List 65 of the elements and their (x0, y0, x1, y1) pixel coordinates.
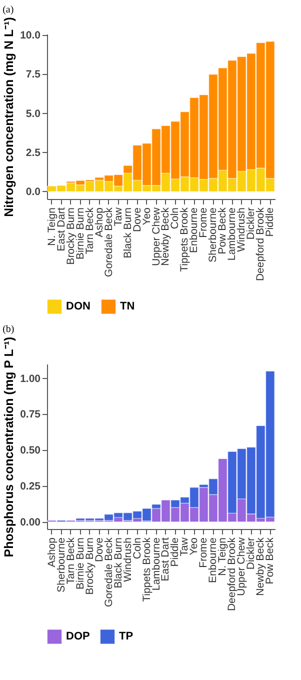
x-tick-label: Dickler (245, 537, 258, 570)
y-axis-title: Nitrogen concentration (mg N L⁻¹) (2, 17, 16, 217)
chart-title: (b) (2, 324, 14, 336)
x-tick-label: Piddle (264, 207, 276, 237)
x-tick-label: Enbourne (188, 207, 200, 254)
x-tick-label: Upper Chew (150, 207, 162, 266)
x-tick-label: East Dart (160, 537, 172, 582)
y-tick-label: 5.0 (26, 108, 41, 120)
x-tick-label: Tarn Beck (64, 536, 77, 584)
y-tick-label: 7.5 (26, 68, 41, 81)
x-tick-label: Dove (131, 207, 144, 232)
x-tick-label: Birnie Burn (74, 207, 86, 260)
x-tick-label: Newby Beck (254, 536, 267, 596)
x-tick-label: Pow Beck (264, 536, 276, 584)
x-tick-label: Black Burn (112, 537, 124, 588)
y-tick-label: 0.0 (26, 186, 41, 198)
x-tick-label: Brocky Burn (64, 207, 77, 265)
x-tick-label: Yeo (188, 537, 200, 556)
x-tick-label: Tippets Brook (140, 536, 153, 602)
y-tick-label: 10.0 (20, 30, 41, 42)
legend-label: DOP (66, 630, 90, 643)
x-tick-label: Frome (198, 537, 210, 568)
x-tick-label: Birnie Burn (74, 537, 86, 590)
x-tick-label: Pow Beck (216, 206, 229, 254)
x-tick-label: Windrush (122, 537, 134, 582)
x-tick-label: Coln (169, 207, 182, 230)
x-tick-label: N. Teign (46, 207, 58, 246)
x-tick-label: Black Burn (122, 207, 134, 258)
x-tick-label: Piddle (169, 537, 182, 567)
x-tick-label: Dickler (245, 207, 258, 240)
y-axis-title: Phosphorus concentration (mg P L⁻¹) (2, 336, 16, 558)
legend-label: DON (66, 300, 90, 313)
x-tick-label: Sherbourne (55, 537, 68, 592)
x-tick-label: Enbourne (207, 537, 220, 584)
y-tick-label: 0.50 (20, 444, 41, 457)
legend-label: TP (119, 630, 134, 643)
x-tick-label: Lambourne (226, 207, 238, 261)
x-tick-label: Newby Beck (160, 206, 172, 266)
x-tick-label: Taw (178, 537, 191, 556)
x-tick-label: Taw (112, 207, 124, 226)
x-tick-label: Tippets Brook (178, 206, 191, 272)
x-tick-label: Yeo (140, 207, 153, 226)
y-tick-label: 0.75 (20, 408, 41, 421)
y-tick-label: 1.00 (20, 372, 41, 385)
x-tick-label: Goredale Beck (102, 536, 115, 607)
x-tick-label: N. Teign (216, 537, 229, 576)
x-tick-label: Coln (131, 537, 144, 560)
x-tick-label: Brocky Burn (84, 537, 96, 595)
x-tick-label: Frome (198, 207, 210, 238)
x-tick-label: Ashop (46, 537, 58, 568)
legend-label: TN (120, 300, 135, 313)
x-tick-label: Upper Chew (236, 537, 248, 596)
x-tick-label: Sherbourne (207, 207, 220, 262)
x-tick-label: Deepford Brook (226, 536, 238, 612)
x-tick-label: Goredale Beck (102, 206, 115, 277)
x-tick-label: Windrush (236, 207, 248, 252)
x-tick-label: Lambourne (150, 537, 162, 591)
x-tick-label: Tarn Beck (84, 206, 96, 254)
x-tick-label: Ashop (93, 207, 106, 238)
x-tick-label: Deepford Brook (254, 206, 267, 282)
x-tick-label: Dove (93, 537, 106, 562)
y-tick-label: 0.25 (20, 480, 41, 492)
chart-title: (a) (2, 4, 14, 16)
y-tick-label: 2.5 (26, 146, 41, 159)
y-tick-label: 0.00 (20, 516, 41, 528)
